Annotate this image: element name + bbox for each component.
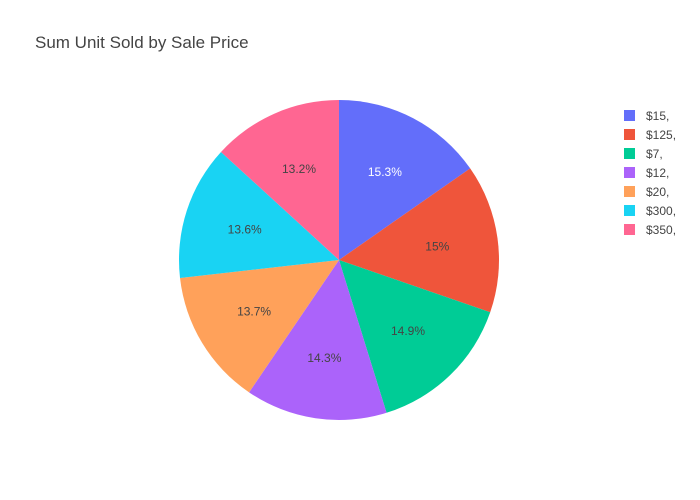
legend-label: $15, — [646, 108, 670, 123]
slice-percent-label: 14.9% — [391, 324, 425, 338]
legend-label: $12, — [646, 165, 670, 180]
legend-label: $20, — [646, 184, 670, 199]
legend-item[interactable]: $7, — [624, 144, 676, 163]
legend-swatch — [624, 186, 635, 197]
pie-slice[interactable] — [221, 100, 339, 260]
slice-percent-label: 15.3% — [368, 165, 402, 179]
legend-swatch — [624, 224, 635, 235]
legend: $15, $125, $7, $12, $20, $300, $350, — [624, 106, 676, 239]
legend-swatch — [624, 129, 635, 140]
pie-slice[interactable] — [249, 260, 387, 421]
legend-item[interactable]: $12, — [624, 163, 676, 182]
legend-swatch — [624, 167, 635, 178]
legend-item[interactable]: $20, — [624, 182, 676, 201]
legend-swatch — [624, 110, 635, 121]
legend-item[interactable]: $15, — [624, 106, 676, 125]
slice-percent-label: 13.7% — [237, 304, 271, 318]
pie-slice[interactable] — [178, 151, 339, 279]
pie-slice[interactable] — [339, 100, 471, 260]
chart-title: Sum Unit Sold by Sale Price — [35, 33, 249, 52]
slice-percent-label: 13.2% — [282, 162, 316, 176]
legend-label: $125, — [646, 127, 677, 142]
legend-item[interactable]: $300, — [624, 201, 676, 220]
slice-percent-label: 14.3% — [307, 351, 341, 365]
legend-swatch — [624, 148, 635, 159]
legend-label: $350, — [646, 222, 677, 237]
legend-item[interactable]: $350, — [624, 220, 676, 239]
slice-percent-label: 15% — [425, 239, 449, 253]
pie-slice[interactable] — [180, 260, 339, 393]
pie-slice[interactable] — [339, 168, 499, 313]
legend-swatch — [624, 205, 635, 216]
legend-item[interactable]: $125, — [624, 125, 676, 144]
legend-label: $7, — [646, 146, 663, 161]
legend-label: $300, — [646, 203, 677, 218]
pie-slice[interactable] — [339, 260, 491, 413]
slice-percent-label: 13.6% — [228, 222, 262, 236]
